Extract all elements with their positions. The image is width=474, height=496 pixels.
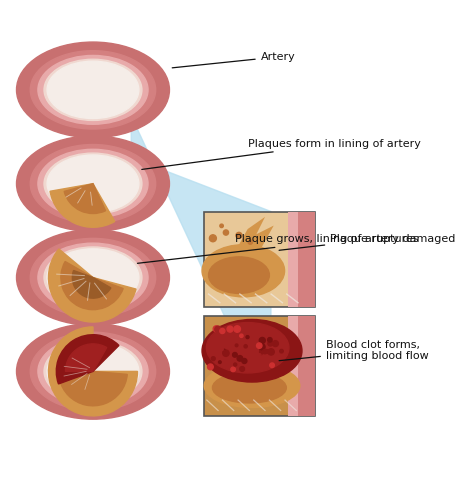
Bar [204,211,315,307]
Ellipse shape [17,323,169,419]
Circle shape [220,224,223,228]
Ellipse shape [47,61,139,119]
Circle shape [240,334,243,337]
Circle shape [223,350,229,356]
Ellipse shape [30,51,155,129]
Circle shape [220,348,223,351]
Circle shape [208,364,213,370]
Circle shape [211,357,215,361]
Ellipse shape [17,230,169,325]
Circle shape [231,367,236,372]
Circle shape [220,328,225,333]
Ellipse shape [204,364,300,407]
Text: Plaque ruptures: Plaque ruptures [279,234,419,250]
Ellipse shape [30,239,155,317]
Circle shape [218,338,224,344]
Circle shape [242,359,247,364]
Wedge shape [59,337,127,406]
Circle shape [235,344,238,347]
Ellipse shape [206,322,289,373]
Circle shape [248,240,253,244]
Wedge shape [48,327,137,416]
Wedge shape [61,261,123,310]
Ellipse shape [47,343,139,400]
Text: Plaques form in lining of artery: Plaques form in lining of artery [142,139,420,170]
Circle shape [232,344,235,348]
Ellipse shape [44,153,142,214]
Circle shape [244,345,247,348]
Ellipse shape [44,59,142,121]
Ellipse shape [202,319,302,382]
Bar [296,211,315,307]
Circle shape [236,232,242,239]
Polygon shape [131,116,271,416]
Text: Plaque grows, lining of artery damaged: Plaque grows, lining of artery damaged [137,234,455,263]
Ellipse shape [44,341,142,402]
Circle shape [215,326,221,333]
Circle shape [256,343,262,348]
Circle shape [280,340,287,346]
Circle shape [227,326,233,332]
Wedge shape [65,344,107,372]
Text: Artery: Artery [172,52,295,68]
Ellipse shape [38,243,148,312]
Ellipse shape [212,372,286,403]
Wedge shape [56,335,119,384]
Wedge shape [48,249,136,322]
Bar [288,211,298,307]
Circle shape [263,350,267,354]
Ellipse shape [209,257,269,293]
Circle shape [246,336,249,339]
Circle shape [259,344,265,350]
Wedge shape [64,184,106,213]
Circle shape [210,235,216,242]
Circle shape [258,354,261,357]
Polygon shape [239,217,273,249]
Circle shape [260,349,266,355]
Wedge shape [50,184,115,227]
Circle shape [213,326,219,332]
Bar [296,316,315,416]
Bar [288,316,298,416]
Circle shape [240,367,245,372]
Circle shape [237,356,243,361]
Circle shape [221,363,226,368]
Circle shape [280,349,283,353]
Circle shape [268,338,272,342]
Circle shape [260,348,265,353]
Circle shape [219,361,221,364]
Ellipse shape [47,155,139,212]
Ellipse shape [202,245,284,297]
Ellipse shape [38,149,148,218]
Circle shape [234,326,240,332]
Circle shape [233,353,237,357]
Circle shape [259,337,265,343]
Circle shape [270,363,274,368]
Circle shape [262,354,268,361]
Ellipse shape [17,136,169,232]
Ellipse shape [17,42,169,138]
Circle shape [273,341,278,347]
Ellipse shape [38,337,148,406]
Bar [204,316,315,416]
Ellipse shape [30,332,155,411]
Circle shape [264,350,268,353]
Text: Blood clot forms,
limiting blood flow: Blood clot forms, limiting blood flow [279,340,428,362]
Ellipse shape [38,56,148,124]
Ellipse shape [30,144,155,223]
Circle shape [234,363,237,366]
Circle shape [268,341,273,346]
Circle shape [223,230,228,235]
Circle shape [268,349,274,355]
Ellipse shape [47,249,139,306]
Circle shape [223,349,226,352]
Ellipse shape [44,247,142,308]
Wedge shape [73,270,111,298]
